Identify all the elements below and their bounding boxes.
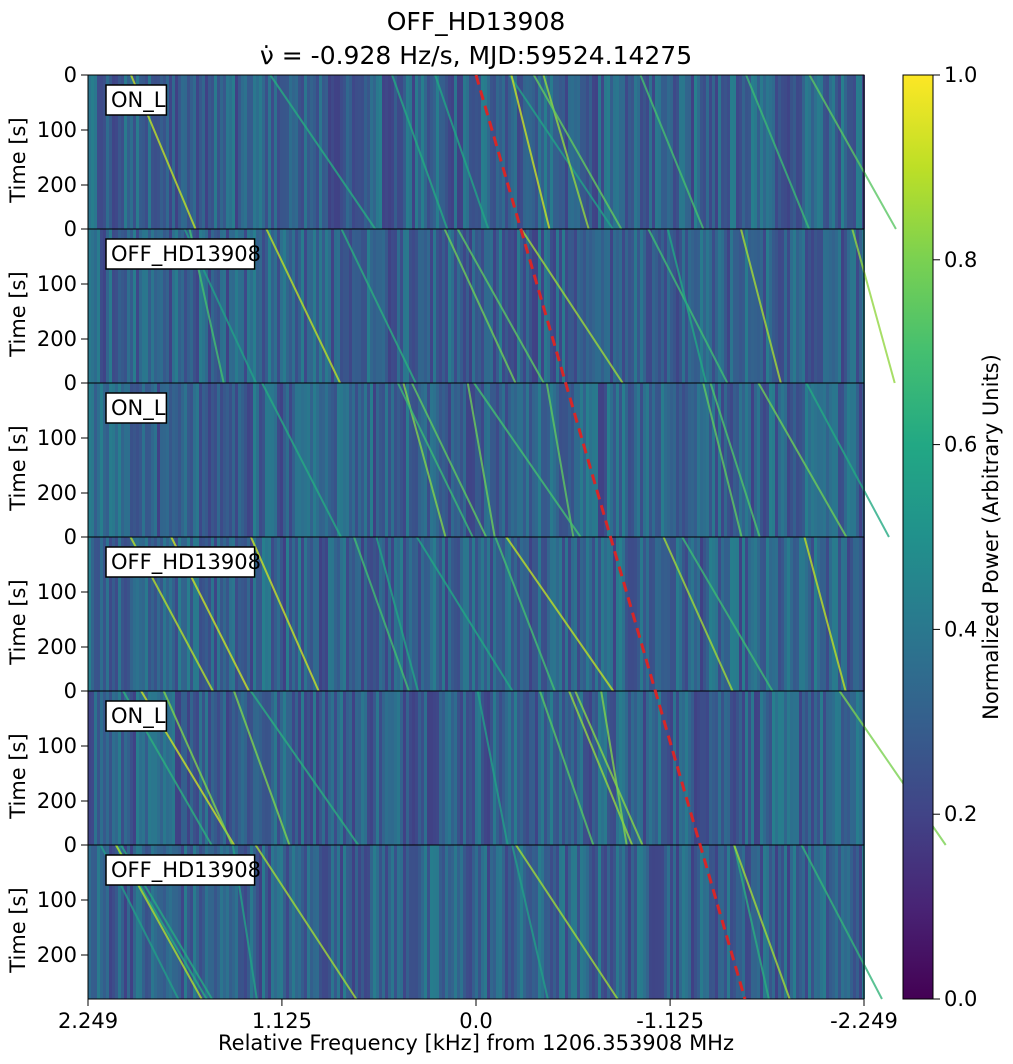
drift-line: [474, 75, 747, 999]
colorbar-tick-label: 0.2: [944, 802, 977, 826]
y-axis-label: Time [s]: [6, 271, 30, 357]
x-tick-label: 0.0: [459, 1009, 492, 1033]
colorbar-label: Normalized Power (Arbitrary Units): [979, 354, 1003, 720]
y-axis-label: Time [s]: [6, 887, 30, 973]
y-axis-label: Time [s]: [6, 425, 30, 511]
axes-layer: 0 100 200 Time [s] 0 100 200 Time [s] 0 100 200 Tim…: [6, 63, 898, 1033]
panel-noise: [88, 537, 865, 691]
chart-title: OFF_HD13908: [387, 7, 566, 36]
panel-label-text: ON_L: [111, 396, 166, 421]
y-tick-label: 100: [37, 426, 77, 450]
x-tick-label: 2.249: [58, 1009, 118, 1033]
x-tick-label: -1.125: [636, 1009, 704, 1033]
panel-signal-streaks: [130, 74, 897, 230]
y-tick-label: 0: [64, 679, 77, 703]
drift-line-layer: [474, 75, 747, 999]
panel-label: OFF_HD13908: [105, 546, 261, 578]
x-tick-label: -2.249: [830, 1009, 898, 1033]
panel-label: ON_L: [105, 84, 168, 116]
chart-subtitle: ν̇ = -0.928 Hz/s, MJD:59524.14275: [260, 41, 692, 70]
panel-label-text: OFF_HD13908: [111, 242, 261, 267]
colorbar-tick-label: 0.0: [944, 987, 977, 1011]
y-tick-label: 200: [37, 635, 77, 659]
panel-noise: [88, 383, 865, 537]
colorbar-tick-label: 0.4: [944, 617, 977, 641]
y-tick-label: 0: [64, 525, 77, 549]
y-axis-label: Time [s]: [6, 117, 30, 203]
panel-noise: [88, 229, 865, 383]
panel-label-text: ON_L: [111, 704, 166, 729]
y-tick-label: 200: [37, 173, 77, 197]
y-tick-label: 100: [37, 888, 77, 912]
y-tick-label: 200: [37, 481, 77, 505]
x-tick-label: 1.125: [252, 1009, 312, 1033]
y-axis-label: Time [s]: [6, 733, 30, 819]
colorbar: 0.0 0.2 0.4 0.6 0.8 1.0: [902, 63, 977, 1011]
panel-6: OFF_HD13908: [87, 844, 883, 1000]
colorbar-tick-label: 1.0: [944, 63, 977, 87]
panel-label: OFF_HD13908: [105, 854, 261, 886]
panel-2: OFF_HD13908: [87, 228, 896, 384]
panel-1: ON_L: [87, 74, 897, 230]
panel-label: ON_L: [105, 700, 168, 732]
colorbar-tick-label: 0.6: [944, 433, 977, 457]
y-tick-label: 0: [64, 63, 77, 87]
y-axis-label: Time [s]: [6, 579, 30, 665]
panel-noise: [88, 691, 865, 845]
y-tick-label: 200: [37, 943, 77, 967]
panel-label-text: OFF_HD13908: [111, 858, 261, 883]
y-tick-label: 200: [37, 327, 77, 351]
panel-signal-streaks: [261, 382, 890, 538]
y-tick-label: 100: [37, 580, 77, 604]
x-axis-label: Relative Frequency [kHz] from 1206.35390…: [218, 1031, 734, 1055]
panel-5: ON_L: [87, 690, 947, 846]
y-tick-label: 0: [64, 217, 77, 241]
panel-signal-streaks: [122, 690, 947, 846]
panel-label-text: ON_L: [111, 88, 166, 113]
panel-label: ON_L: [105, 392, 168, 424]
panel-label: OFF_HD13908: [105, 238, 261, 270]
panel-noise: [88, 75, 865, 229]
panel-4: OFF_HD13908: [87, 536, 865, 692]
y-tick-label: 100: [37, 272, 77, 296]
y-tick-label: 200: [37, 789, 77, 813]
y-tick-label: 100: [37, 734, 77, 758]
y-tick-label: 0: [64, 833, 77, 857]
colorbar-gradient: [902, 74, 934, 1000]
y-tick-label: 0: [64, 371, 77, 395]
colorbar-tick-label: 0.8: [944, 248, 977, 272]
panel-label-text: OFF_HD13908: [111, 550, 261, 575]
panel-noise: [88, 845, 865, 999]
panel-stack: ON_L OFF_HD13908 ON_L OFF_HD13908 ON_L OFF_HD…: [87, 74, 947, 1000]
y-tick-label: 100: [37, 118, 77, 142]
panel-3: ON_L: [87, 382, 890, 538]
